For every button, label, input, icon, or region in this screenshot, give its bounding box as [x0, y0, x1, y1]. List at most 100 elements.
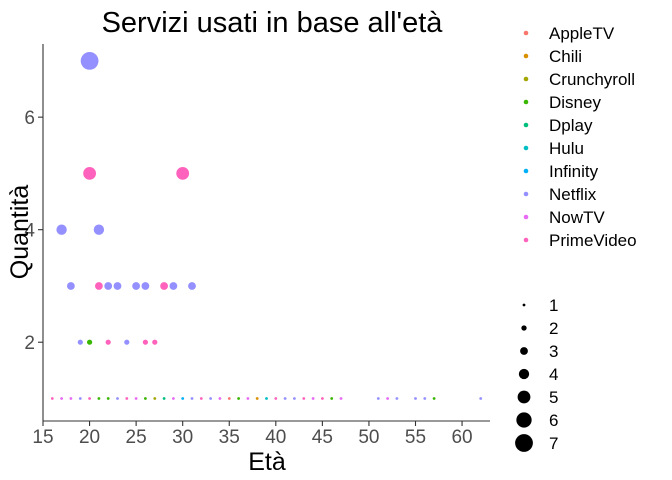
- point-netflix: [56, 224, 67, 235]
- point-netflix: [124, 339, 130, 345]
- point-disney: [106, 397, 110, 400]
- point-nowtv: [172, 397, 175, 400]
- legend-key-primevideo: [523, 237, 529, 243]
- point-netflix: [209, 397, 213, 400]
- point-hulu: [265, 397, 268, 400]
- legend-label: AppleTV: [549, 24, 615, 43]
- point-disney: [432, 397, 436, 400]
- legend-label: NowTV: [549, 208, 605, 227]
- legend-label: Dplay: [549, 116, 593, 135]
- size-legend-label: 1: [549, 296, 558, 315]
- x-tick-label: 50: [358, 427, 379, 448]
- legend-key-infinity: [523, 168, 529, 174]
- size-legend-key: [521, 325, 527, 331]
- point-netflix: [395, 397, 399, 400]
- x-tick-label: 40: [265, 427, 286, 448]
- x-tick-label: 55: [405, 427, 426, 448]
- point-netflix: [116, 397, 119, 400]
- point-netflix: [293, 397, 296, 400]
- point-netflix: [80, 52, 99, 70]
- point-nowtv: [60, 397, 63, 400]
- point-netflix: [78, 397, 82, 400]
- size-legend-label: 2: [549, 319, 558, 338]
- point-primevideo: [50, 397, 54, 400]
- legend-label: Infinity: [549, 162, 599, 181]
- plot-points: [50, 52, 483, 400]
- point-primevideo: [274, 397, 278, 400]
- point-primevideo: [152, 339, 158, 345]
- point-netflix: [283, 397, 287, 400]
- y-tick-label: 4: [24, 221, 35, 242]
- point-nowtv: [386, 397, 389, 400]
- point-primevideo: [125, 397, 129, 400]
- legend-key-nowtv: [523, 214, 529, 220]
- point-netflix: [479, 397, 483, 400]
- size-legend-key: [517, 390, 531, 404]
- legend-key-disney: [523, 99, 529, 105]
- point-appletv: [227, 397, 231, 400]
- point-nowtv: [69, 397, 73, 400]
- point-crunchyroll: [153, 397, 157, 400]
- point-primevideo: [83, 167, 96, 180]
- size-legend-label: 7: [549, 434, 558, 453]
- size-legend-key: [520, 347, 528, 355]
- size-legend-key: [518, 368, 530, 380]
- legend-label: Chili: [549, 47, 582, 66]
- legend-label: Crunchyroll: [549, 70, 635, 89]
- point-disney: [237, 397, 241, 400]
- legend-label: Netflix: [549, 185, 597, 204]
- point-netflix: [141, 282, 150, 290]
- size-legend-label: 6: [549, 411, 558, 430]
- size-legend-key: [515, 434, 533, 452]
- point-primevideo: [88, 397, 91, 400]
- legend-key-chili: [523, 53, 529, 59]
- y-tick-label: 6: [24, 108, 35, 129]
- point-netflix: [376, 397, 380, 400]
- legend-label: Disney: [549, 93, 601, 112]
- x-tick-label: 60: [451, 427, 472, 448]
- x-tick-label: 35: [219, 427, 240, 448]
- color-legend: AppleTV Chili Crunchyroll Disney Dplay Hulu In…: [523, 24, 637, 250]
- point-primevideo: [105, 339, 111, 345]
- point-nowtv: [246, 397, 250, 400]
- y-ticks: 2 4 6: [24, 108, 43, 354]
- point-netflix: [190, 397, 194, 400]
- point-dplay: [162, 397, 166, 400]
- point-infinity: [181, 397, 185, 400]
- x-tick-label: 20: [79, 427, 100, 448]
- legend-label: Hulu: [549, 139, 584, 158]
- point-nowtv: [134, 397, 138, 400]
- point-disney: [330, 397, 334, 400]
- point-primevideo: [176, 167, 190, 180]
- x-tick-label: 15: [32, 427, 53, 448]
- size-legend-key: [522, 303, 526, 307]
- point-nowtv: [218, 397, 222, 400]
- chart-title: Servizi usati in base all'età: [102, 7, 444, 39]
- point-disney: [144, 397, 147, 400]
- point-netflix: [423, 397, 427, 400]
- legend-key-dplay: [523, 122, 529, 128]
- point-netflix: [169, 282, 178, 290]
- point-netflix: [113, 282, 122, 290]
- point-nowtv: [339, 397, 343, 400]
- x-axis-title: Età: [248, 448, 286, 476]
- x-tick-label: 45: [312, 427, 333, 448]
- x-tick-label: 30: [172, 427, 193, 448]
- point-primevideo: [160, 282, 169, 290]
- x-tick-label: 25: [126, 427, 147, 448]
- point-disney: [97, 397, 101, 400]
- point-netflix: [104, 282, 113, 290]
- size-legend-label: 3: [549, 342, 558, 361]
- legend-key-crunchyroll: [523, 76, 529, 82]
- y-tick-label: 2: [24, 333, 35, 354]
- legend-key-appletv: [523, 30, 529, 36]
- legend-label: PrimeVideo: [549, 231, 637, 250]
- size-legend-label: 4: [549, 365, 558, 384]
- point-primevideo: [199, 397, 203, 400]
- size-legend-label: 5: [549, 388, 558, 407]
- axes: [42, 44, 490, 422]
- legend-key-hulu: [523, 145, 529, 151]
- point-netflix: [132, 282, 141, 290]
- point-chili: [255, 397, 259, 400]
